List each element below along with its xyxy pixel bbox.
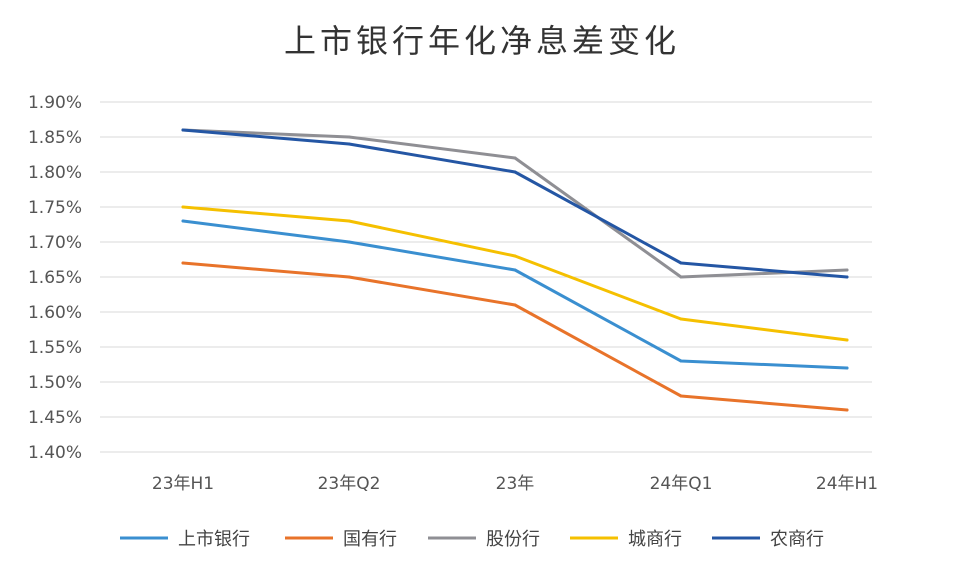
y-tick-label: 1.80% [28, 163, 82, 183]
y-tick-label: 1.70% [28, 233, 82, 253]
data-point [513, 268, 517, 272]
data-point [347, 219, 351, 223]
grid-layer [100, 101, 872, 453]
data-point [181, 205, 185, 209]
data-point [513, 303, 517, 307]
x-tick-label: 23年 [496, 474, 535, 494]
data-point [181, 128, 185, 132]
x-axis-ticks: 23年H1 23年Q2 23年 24年Q1 24年H1 [152, 474, 878, 494]
chart-title: 上市银行年化净息差变化 [283, 22, 680, 60]
y-tick-label: 1.45% [28, 408, 82, 428]
x-tick-label: 23年Q2 [318, 474, 381, 494]
legend-label: 国有行 [343, 529, 397, 550]
data-point [347, 142, 351, 146]
legend: 上市银行 国有行 股份行 城商行 农商行 [120, 529, 824, 550]
data-point [679, 261, 683, 265]
x-tick-label: 24年Q1 [650, 474, 713, 494]
y-tick-label: 1.90% [28, 93, 82, 113]
legend-label: 城商行 [628, 529, 682, 550]
y-tick-label: 1.60% [28, 303, 82, 323]
legend-label: 上市银行 [178, 529, 250, 550]
data-point [513, 254, 517, 258]
x-tick-label: 23年H1 [152, 474, 214, 494]
data-point [181, 261, 185, 265]
series-line-0 [181, 219, 849, 370]
x-tick-label: 24年H1 [816, 474, 878, 494]
data-point [845, 366, 849, 370]
data-point [347, 275, 351, 279]
legend-label: 农商行 [770, 529, 824, 550]
data-point [513, 170, 517, 174]
y-tick-label: 1.50% [28, 373, 82, 393]
legend-label: 股份行 [486, 529, 540, 550]
y-tick-label: 1.65% [28, 268, 82, 288]
y-tick-label: 1.85% [28, 128, 82, 148]
data-point [845, 275, 849, 279]
series-line-1 [181, 261, 849, 412]
y-tick-label: 1.55% [28, 338, 82, 358]
data-point [679, 359, 683, 363]
y-axis-ticks: 1.90% 1.85% 1.80% 1.75% 1.70% 1.65% 1.60% 1.55%… [28, 93, 82, 463]
y-tick-label: 1.75% [28, 198, 82, 218]
data-point [181, 219, 185, 223]
data-point [845, 338, 849, 342]
series-layer [181, 128, 849, 412]
data-point [513, 156, 517, 160]
data-point [679, 394, 683, 398]
data-point [679, 317, 683, 321]
data-point [347, 135, 351, 139]
data-point [845, 408, 849, 412]
data-point [845, 268, 849, 272]
data-point [679, 275, 683, 279]
data-point [347, 240, 351, 244]
y-tick-label: 1.40% [28, 443, 82, 463]
